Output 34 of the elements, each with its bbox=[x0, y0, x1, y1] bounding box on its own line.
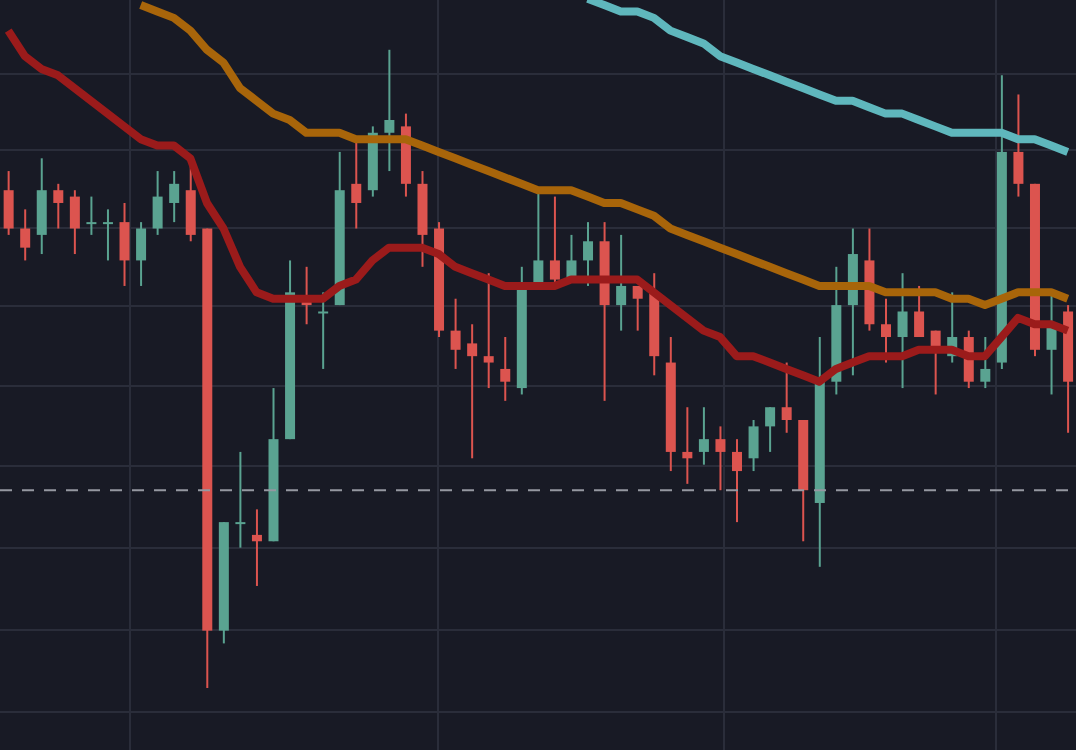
candlestick bbox=[881, 297, 891, 364]
candlestick bbox=[1013, 93, 1024, 198]
candlestick bbox=[20, 208, 31, 262]
candlestick bbox=[152, 170, 163, 236]
candlestick bbox=[682, 406, 693, 485]
candlestick bbox=[616, 233, 627, 332]
candlestick bbox=[715, 425, 726, 492]
candlestick bbox=[897, 272, 908, 390]
candlestick bbox=[384, 48, 395, 173]
candlestick bbox=[483, 272, 494, 390]
candlestick bbox=[781, 361, 792, 434]
candlestick bbox=[467, 323, 478, 460]
candlestick bbox=[318, 291, 329, 370]
candlestick bbox=[698, 406, 709, 466]
candlestick bbox=[235, 450, 246, 549]
candlestick bbox=[119, 201, 130, 287]
candlestick bbox=[69, 189, 80, 256]
candlestick bbox=[500, 336, 511, 402]
candlestick bbox=[136, 221, 147, 287]
candlestick bbox=[632, 284, 643, 332]
candlestick bbox=[3, 170, 14, 236]
candlestick bbox=[765, 406, 776, 453]
candlestick bbox=[169, 170, 180, 224]
candlestick bbox=[36, 157, 47, 256]
candlestick bbox=[450, 297, 461, 370]
candlestick bbox=[86, 195, 97, 236]
candlestick bbox=[102, 208, 113, 262]
candlestick bbox=[732, 438, 743, 524]
candlestick bbox=[53, 182, 64, 230]
candlestick bbox=[583, 221, 594, 287]
candlestick bbox=[748, 419, 759, 473]
candlestick bbox=[251, 508, 262, 587]
candlestick bbox=[549, 195, 560, 287]
candlestick bbox=[351, 138, 362, 230]
